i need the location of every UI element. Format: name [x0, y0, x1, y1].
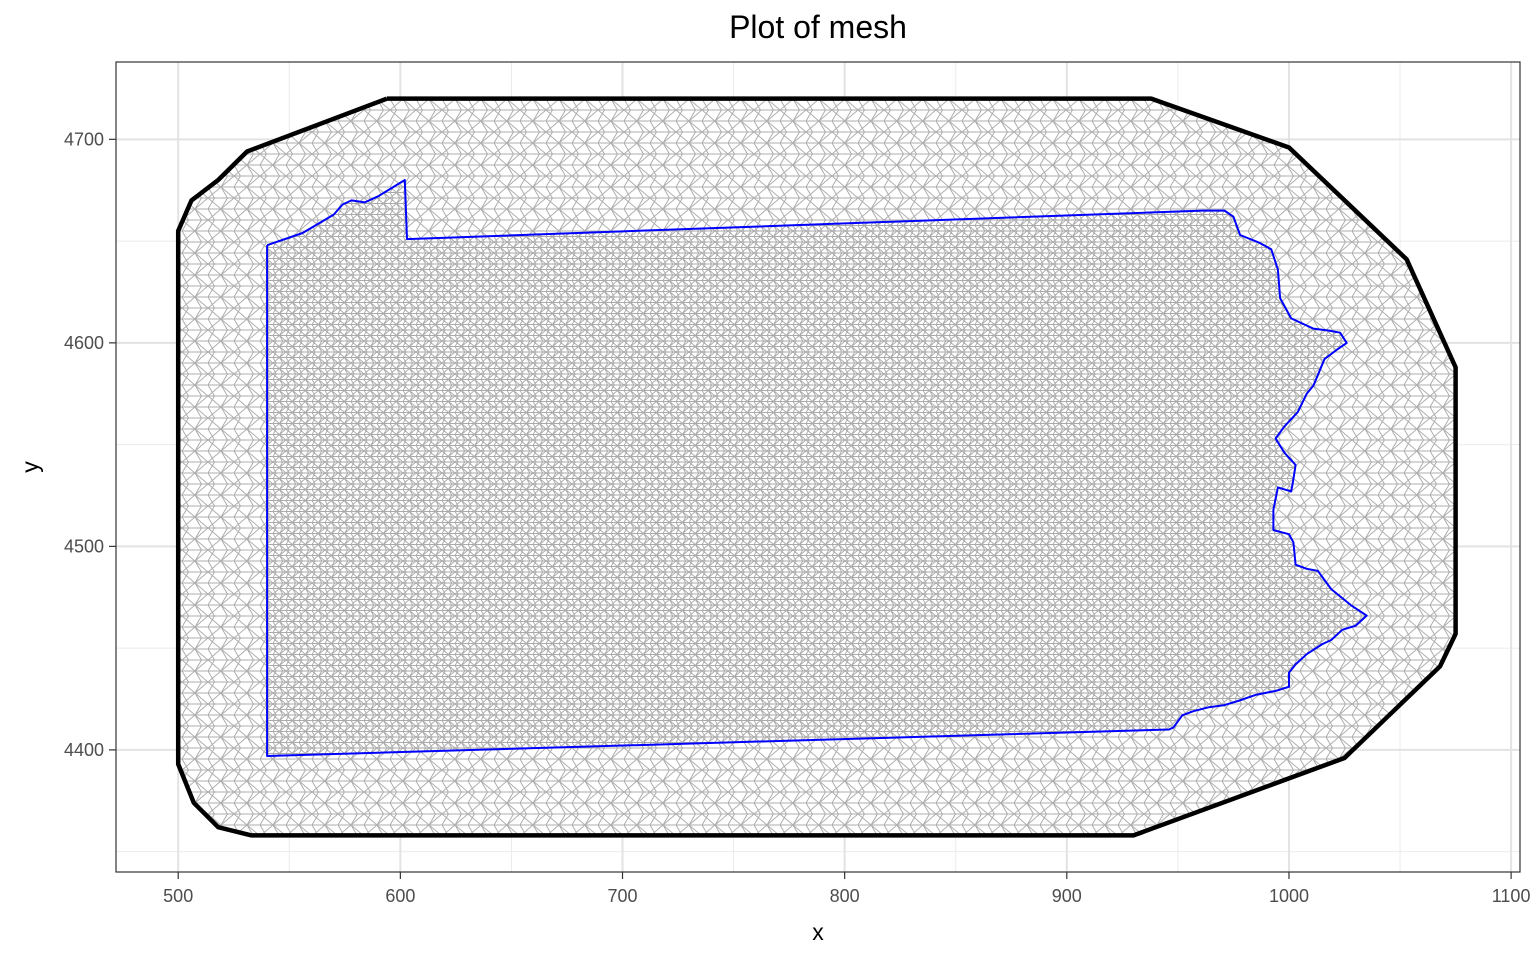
- x-tick-label: 500: [163, 886, 193, 906]
- y-tick-label: 4500: [64, 536, 104, 556]
- x-tick-label: 800: [830, 886, 860, 906]
- plot-panel-border: [115, 61, 1521, 873]
- x-tick-label: 1100: [1492, 886, 1531, 906]
- x-tick-label: 700: [607, 886, 637, 906]
- x-tick-label: 600: [385, 886, 415, 906]
- y-tick-label: 4400: [64, 740, 104, 760]
- chart-title: Plot of mesh: [729, 9, 907, 45]
- inner-mesh-region: [267, 180, 1367, 756]
- y-axis-title: y: [17, 461, 43, 473]
- x-tick-label: 1000: [1269, 886, 1309, 906]
- y-tick-label: 4700: [64, 129, 104, 149]
- y-axis: 4400 4500 4600 4700: [64, 129, 116, 760]
- x-tick-label: 900: [1052, 886, 1082, 906]
- outer-boundary-line: [175, 96, 1458, 838]
- y-tick-label: 4600: [64, 333, 104, 353]
- x-axis-title: x: [812, 919, 824, 945]
- x-axis: 500 600 700 800 900 1000 1100: [163, 872, 1530, 906]
- inner-boundary-line: [266, 179, 1368, 757]
